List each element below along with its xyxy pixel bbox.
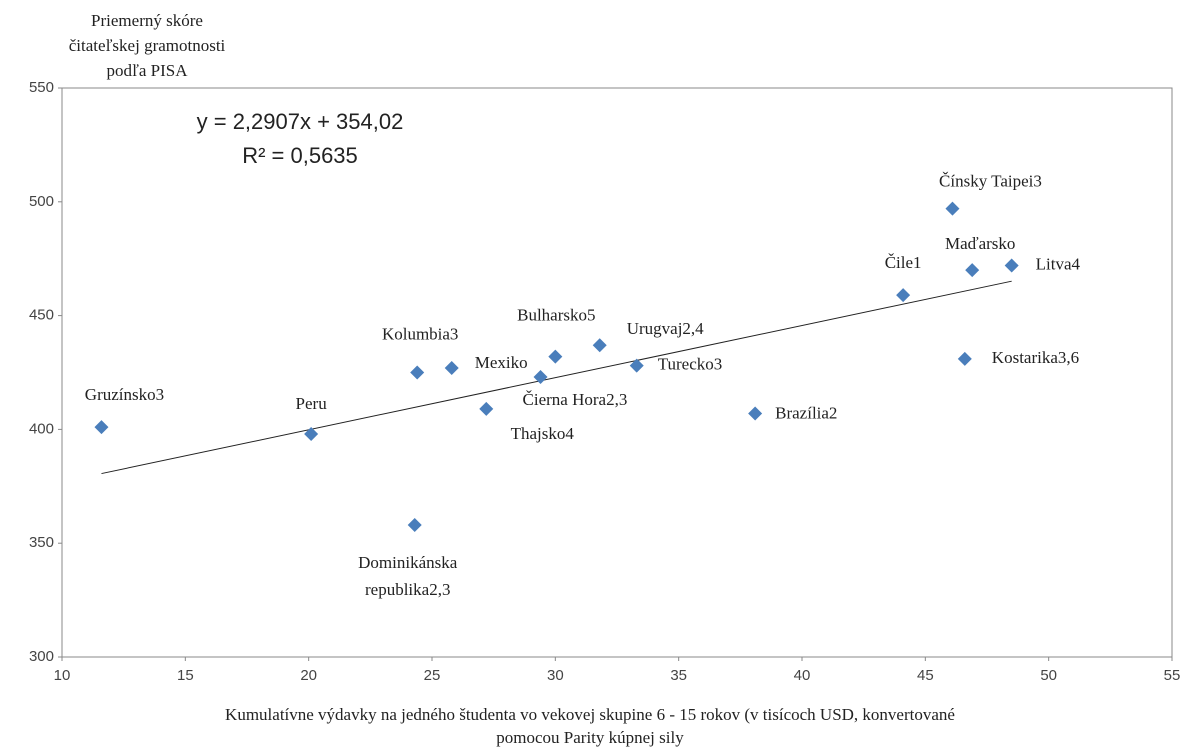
x-tick-label: 10 (54, 667, 71, 684)
point (304, 426, 319, 441)
trend-equation: y = 2,2907x + 354,02 (197, 109, 404, 134)
y-tick-label: 400 (29, 420, 54, 437)
y-axis-title: Priemerný skóre (91, 11, 203, 30)
point (945, 201, 960, 216)
point-label: Kolumbia3 (382, 324, 459, 343)
point (444, 360, 459, 375)
point-label: Peru (296, 394, 328, 413)
label-line: republika2,3 (365, 580, 450, 599)
y-axis-title: podľa PISA (106, 61, 188, 80)
point-label: Bulharsko5 (517, 305, 595, 324)
point-label: Brazília2 (775, 403, 837, 422)
point-label: Mexiko (475, 353, 528, 372)
point (94, 420, 109, 435)
point (629, 358, 644, 373)
point-label: Čínsky Taipei3 (939, 172, 1042, 191)
label-line: Dominikánska (358, 553, 458, 572)
point (957, 351, 972, 366)
point (548, 349, 563, 364)
trend-r2: R² = 0,5635 (242, 143, 358, 168)
y-tick-label: 350 (29, 534, 54, 551)
y-tick-label: 300 (29, 648, 54, 665)
point-label: Gruzínsko3 (85, 385, 164, 404)
x-tick-label: 30 (547, 667, 564, 684)
point-label: Maďarsko (945, 234, 1015, 253)
point-label: Kostarika3,6 (992, 348, 1079, 367)
point (479, 401, 494, 416)
point (410, 365, 425, 380)
x-axis-title: Kumulatívne výdavky na jedného študenta … (225, 705, 955, 724)
x-tick-label: 50 (1040, 667, 1057, 684)
x-tick-label: 15 (177, 667, 194, 684)
point (965, 263, 980, 278)
y-tick-label: 550 (29, 79, 54, 96)
point (1004, 258, 1019, 273)
point-label: Čile1 (885, 253, 922, 272)
plot-frame (61, 87, 1173, 658)
x-tick-label: 40 (794, 667, 811, 684)
point-label: Urugvaj2,4 (627, 319, 704, 338)
y-axis-title: čitateľskej gramotnosti (69, 36, 226, 55)
point (533, 370, 548, 385)
point-label: Dominikánska republika2,3 (358, 553, 458, 599)
trendline (101, 280, 1012, 475)
x-tick-label: 35 (670, 667, 687, 684)
x-tick-label: 25 (424, 667, 441, 684)
point-label: Turecko3 (658, 355, 723, 374)
x-tick-label: 20 (300, 667, 317, 684)
point (896, 288, 911, 303)
point-label: Čierna Hora2,3 (523, 390, 628, 409)
point (592, 338, 607, 353)
point-label: Litva4 (1036, 254, 1081, 273)
y-tick-label: 500 (29, 193, 54, 210)
x-tick-label: 45 (917, 667, 934, 684)
point (748, 406, 763, 421)
y-tick-label: 450 (29, 307, 54, 324)
point (407, 517, 422, 532)
x-tick-label: 55 (1164, 667, 1181, 684)
point-label: Thajsko4 (511, 424, 575, 443)
x-axis-title: pomocou Parity kúpnej sily (496, 728, 684, 747)
